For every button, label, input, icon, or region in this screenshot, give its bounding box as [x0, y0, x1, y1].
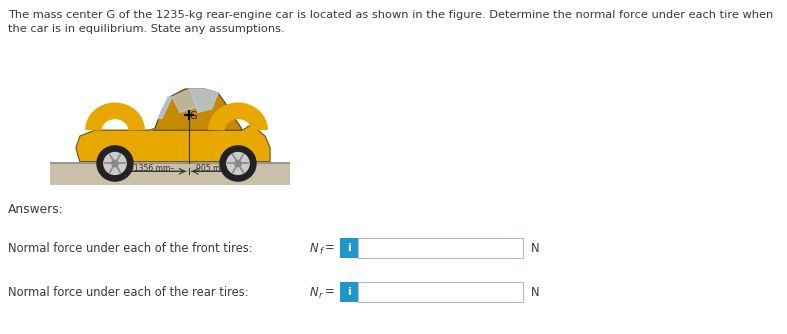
Bar: [340, 238, 358, 258]
Text: =: =: [325, 241, 334, 255]
Text: N: N: [531, 286, 540, 299]
Circle shape: [220, 146, 256, 181]
Text: f: f: [319, 246, 322, 256]
Bar: [340, 282, 358, 302]
Circle shape: [104, 153, 126, 174]
Circle shape: [97, 146, 133, 181]
Polygon shape: [153, 89, 242, 130]
Text: Normal force under each of the rear tires:: Normal force under each of the rear tire…: [8, 286, 249, 299]
Text: The mass center G of the 1235-kg rear-engine car is located as shown in the figu: The mass center G of the 1235-kg rear-en…: [8, 10, 774, 20]
Text: i: i: [347, 287, 351, 297]
Polygon shape: [190, 89, 218, 113]
Circle shape: [112, 160, 118, 167]
Polygon shape: [172, 89, 198, 113]
Bar: [358, 282, 523, 302]
Text: r: r: [319, 291, 323, 300]
Circle shape: [227, 153, 249, 174]
Circle shape: [235, 160, 242, 167]
Text: N: N: [531, 241, 540, 255]
Text: 905 mm–: 905 mm–: [196, 164, 231, 173]
Text: =: =: [325, 286, 334, 299]
Bar: [50, 163, 290, 185]
Bar: [358, 238, 523, 258]
Text: the car is in equilibrium. State any assumptions.: the car is in equilibrium. State any ass…: [8, 24, 285, 34]
Text: N: N: [310, 286, 319, 299]
Text: Normal force under each of the front tires:: Normal force under each of the front tir…: [8, 241, 253, 255]
Polygon shape: [158, 97, 172, 119]
Polygon shape: [76, 91, 270, 162]
Text: –1356 mm–: –1356 mm–: [130, 164, 174, 173]
Text: N: N: [310, 241, 319, 255]
Text: G: G: [190, 111, 198, 121]
Text: Answers:: Answers:: [8, 203, 64, 216]
Text: i: i: [347, 243, 351, 253]
